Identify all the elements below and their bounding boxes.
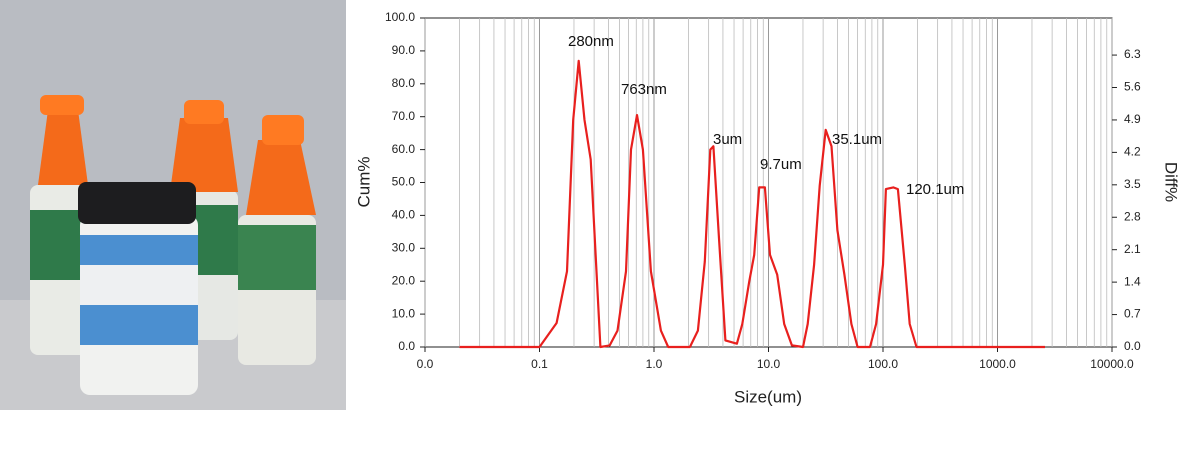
data-line: [459, 59, 1045, 349]
peak-annotation: 9.7um: [760, 156, 802, 173]
y-tick-label: 10.0: [392, 306, 416, 320]
y-tick-label: 50.0: [392, 175, 416, 189]
y-tick-label: 30.0: [392, 240, 416, 254]
y-tick-label: 80.0: [392, 76, 416, 90]
y-tick-label: 90.0: [392, 43, 416, 57]
y2-tick-label: 4.9: [1124, 112, 1141, 126]
y-tick-label: 20.0: [392, 273, 416, 287]
y2-tick-label: 2.1: [1124, 242, 1141, 256]
x-tick-label: 10000.0: [1090, 357, 1134, 371]
x-tick-label: 0.0: [417, 357, 434, 371]
y2-tick-label: 5.6: [1124, 80, 1141, 94]
y2-tick-label: 4.2: [1124, 145, 1141, 159]
peak-annotation: 3um: [713, 131, 742, 148]
y2-axis-title: Diff%: [1162, 162, 1181, 202]
x-axis-title: Size(um): [734, 387, 802, 406]
peak-annotation: 35.1um: [832, 131, 882, 148]
y2-tick-label: 3.5: [1124, 177, 1141, 191]
x-tick-label: 100.0: [868, 357, 898, 371]
x-tick-label: 0.1: [531, 357, 548, 371]
x-tick-label: 10.0: [757, 357, 781, 371]
x-tick-label: 1.0: [646, 357, 663, 371]
y-tick-label: 0.0: [398, 339, 415, 353]
y-tick-label: 40.0: [392, 208, 416, 222]
y-tick-label: 70.0: [392, 109, 416, 123]
y2-tick-label: 1.4: [1124, 274, 1141, 288]
y2-tick-label: 0.7: [1124, 307, 1141, 321]
peak-annotation: 763nm: [621, 81, 667, 98]
y-tick-label: 100.0: [385, 10, 415, 24]
y2-tick-label: 2.8: [1124, 209, 1141, 223]
x-tick-label: 1000.0: [979, 357, 1016, 371]
y-tick-label: 60.0: [392, 142, 416, 156]
y2-tick-label: 6.3: [1124, 47, 1141, 61]
peak-annotation: 120.1um: [906, 181, 964, 198]
peak-annotation: 280nm: [568, 33, 614, 50]
photo: [0, 0, 346, 410]
y2-tick-label: 0.0: [1124, 339, 1141, 353]
y-axis-title: Cum%: [354, 156, 373, 207]
